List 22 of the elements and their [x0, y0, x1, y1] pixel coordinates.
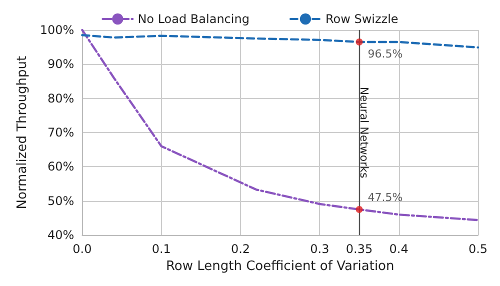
x-tick-label: 0.3: [310, 242, 330, 256]
x-tick-label: 0.0: [72, 242, 92, 256]
x-tick-label: 0.2: [230, 242, 250, 256]
x-tick-label: 0.35: [346, 242, 373, 256]
x-tick-label: 0.5: [468, 242, 488, 256]
y-tick-label: 90%: [48, 57, 74, 72]
data-label: 96.5%: [368, 47, 403, 60]
data-label: 47.5%: [368, 190, 403, 204]
x-axis-title: Row Length Coefficient of Variation: [166, 259, 394, 274]
x-tick-label: 0.4: [389, 242, 408, 256]
x-tick-label: 0.1: [152, 242, 171, 256]
line-series: [81, 34, 480, 49]
legend-label: No Load Balancing: [138, 12, 250, 26]
y-tick-label: 70%: [48, 126, 74, 140]
y-tick-label: 100%: [40, 23, 74, 37]
legend-label: Row Swizzle: [325, 12, 398, 26]
y-tick-label: 50%: [48, 194, 74, 208]
y-tick-label: 40%: [48, 228, 74, 242]
y-axis-title: Normalized Throughput: [15, 56, 30, 210]
y-tick-label: 80%: [48, 91, 74, 106]
ref-line-label: Neural Networks: [357, 86, 370, 179]
y-tick-label: 60%: [48, 160, 74, 174]
